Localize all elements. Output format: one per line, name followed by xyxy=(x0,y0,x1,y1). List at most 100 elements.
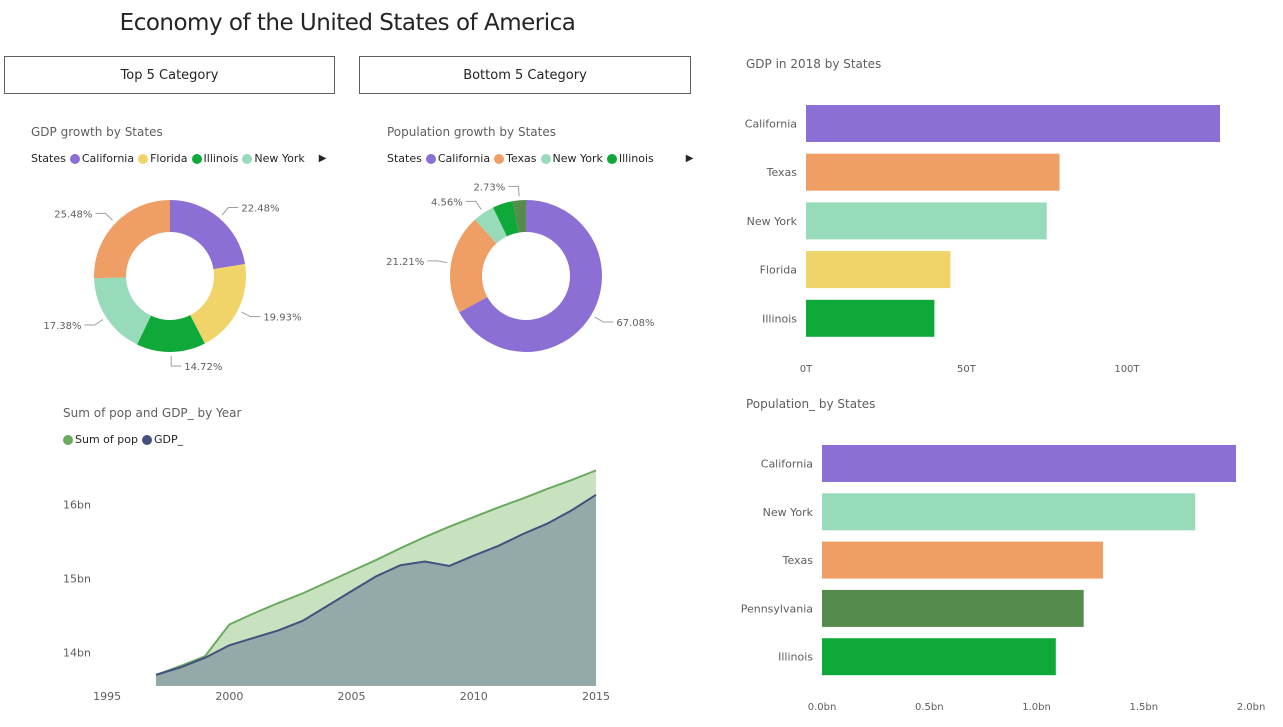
leader-line xyxy=(84,319,104,326)
category-label: Illinois xyxy=(778,651,813,664)
triangle-right-icon[interactable]: ▶ xyxy=(318,153,327,164)
leader-line xyxy=(427,260,448,264)
legend-label: New York xyxy=(552,152,603,165)
donut-slice-california[interactable] xyxy=(170,200,246,270)
leader-line xyxy=(241,311,261,318)
legend-item[interactable]: California xyxy=(69,152,135,165)
series-line-gdp[interactable] xyxy=(155,493,597,676)
x-tick-label: 1.0bn xyxy=(1022,702,1051,713)
x-tick-label: 2000 xyxy=(215,690,243,703)
data-label: 14.72% xyxy=(184,362,222,373)
legend-label: California xyxy=(437,152,491,165)
leader-line xyxy=(465,200,482,210)
category-label: Illinois xyxy=(762,312,797,325)
x-tick-label: 50T xyxy=(957,364,977,375)
category-label: New York xyxy=(763,506,814,519)
legend-label: Sum of pop xyxy=(75,433,138,446)
gdp-2018-bar-chart: California Texas New York Florida Illinois 0T… xyxy=(745,105,1220,375)
bar-texas[interactable] xyxy=(806,153,1060,191)
legend-dot xyxy=(540,153,551,164)
legend-item[interactable]: Texas xyxy=(494,152,537,165)
legend-label: Illinois xyxy=(203,152,239,165)
population-by-states-title: Population_ by States xyxy=(746,397,876,411)
bar-california[interactable] xyxy=(822,445,1236,482)
legend-label: Illinois xyxy=(618,152,654,165)
data-label: 25.48% xyxy=(54,209,92,220)
pop-growth-title: Population growth by States xyxy=(387,125,556,139)
legend-dot xyxy=(242,153,253,164)
donut-slice-illinois[interactable] xyxy=(492,201,519,237)
gdp-2018-title: GDP in 2018 by States xyxy=(746,57,882,71)
bar-illinois[interactable] xyxy=(806,299,935,337)
data-label: 17.38% xyxy=(43,321,81,332)
leader-line xyxy=(170,355,182,367)
legend-label: California xyxy=(81,152,135,165)
area-chart: 14bn 15bn 16bn 1995 2000 2005 2010 2015 xyxy=(63,469,610,703)
gdp-growth-title: GDP growth by States xyxy=(31,125,163,139)
data-label: 21.21% xyxy=(386,257,424,268)
x-tick-label: 0T xyxy=(800,364,813,375)
y-tick-label: 15bn xyxy=(63,573,91,586)
bar-pennsylvania[interactable] xyxy=(822,589,1084,627)
x-tick-label: 0.0bn xyxy=(808,702,837,713)
legend-dot xyxy=(191,153,202,164)
category-label: Texas xyxy=(782,554,814,567)
category-label: California xyxy=(761,458,813,471)
donut-slice-california[interactable] xyxy=(459,200,602,352)
legend-title: States xyxy=(387,152,422,165)
population-bar-chart: California New York Texas Pennsylvania Illin… xyxy=(741,445,1265,713)
bar-florida[interactable] xyxy=(806,251,951,289)
legend-item[interactable]: California xyxy=(425,152,491,165)
donut-slice-new-york[interactable] xyxy=(474,207,507,244)
donut-slice-illinois[interactable] xyxy=(137,315,205,352)
y-tick-label: 14bn xyxy=(63,647,91,660)
page-title: Economy of the United States of America xyxy=(119,10,576,36)
area-fill-gdp xyxy=(156,494,596,686)
y-tick-label: 16bn xyxy=(63,498,91,511)
legend-item[interactable]: Illinois xyxy=(191,152,239,165)
x-tick-label: 2005 xyxy=(338,690,366,703)
legend-item[interactable]: Florida xyxy=(138,152,188,165)
legend-item[interactable]: New York xyxy=(540,152,603,165)
top-5-category-button[interactable]: Top 5 Category xyxy=(4,56,335,94)
triangle-right-icon[interactable]: ▶ xyxy=(685,153,694,164)
bottom-5-category-button[interactable]: Bottom 5 Category xyxy=(359,56,691,94)
gdp-growth-legend: States California Florida Illinois New Y… xyxy=(31,152,327,165)
donut-slice-florida[interactable] xyxy=(190,264,247,344)
x-tick-label: 1995 xyxy=(93,690,121,703)
category-label: Pennsylvania xyxy=(741,602,813,615)
series-line-pop[interactable] xyxy=(155,469,597,676)
legend-item[interactable]: New York xyxy=(242,152,305,165)
leader-line xyxy=(594,316,614,323)
donut-slice-texas[interactable] xyxy=(94,200,170,279)
legend-dot xyxy=(494,153,505,164)
legend-item[interactable]: Illinois xyxy=(606,152,654,165)
legend-label: Florida xyxy=(150,152,188,165)
legend-item[interactable]: Sum of pop xyxy=(63,433,138,446)
pop-growth-donut: 67.08% 21.21% 4.56% 2.73% xyxy=(386,182,654,352)
bar-texas[interactable] xyxy=(822,541,1103,579)
legend-label: GDP_ xyxy=(153,433,184,446)
legend-item[interactable]: GDP_ xyxy=(141,433,184,446)
legend-label: Texas xyxy=(506,152,537,165)
legend-title: States xyxy=(31,152,66,165)
x-tick-label: 1.5bn xyxy=(1129,702,1158,713)
x-tick-label: 0.5bn xyxy=(915,702,944,713)
donut-slice-pennsylvania[interactable] xyxy=(513,200,526,233)
legend-label: New York xyxy=(254,152,305,165)
area-chart-legend: Sum of pop GDP_ xyxy=(63,433,187,446)
donut-slice-texas[interactable] xyxy=(450,219,497,313)
bar-new-york[interactable] xyxy=(822,493,1196,531)
data-label: 19.93% xyxy=(263,313,301,324)
gdp-growth-donut: 22.48% 19.93% 14.72% 17.38% 25.48% xyxy=(43,200,301,373)
bar-illinois[interactable] xyxy=(822,638,1056,676)
leader-line xyxy=(95,212,113,221)
bar-california[interactable] xyxy=(806,105,1220,142)
area-chart-title: Sum of pop and GDP_ by Year xyxy=(63,406,242,420)
bar-new-york[interactable] xyxy=(806,202,1047,240)
data-label: 4.56% xyxy=(431,197,463,208)
x-tick-label: 100T xyxy=(1114,364,1140,375)
legend-dot xyxy=(606,153,617,164)
leader-line xyxy=(508,185,520,197)
donut-slice-new-york[interactable] xyxy=(94,277,151,345)
